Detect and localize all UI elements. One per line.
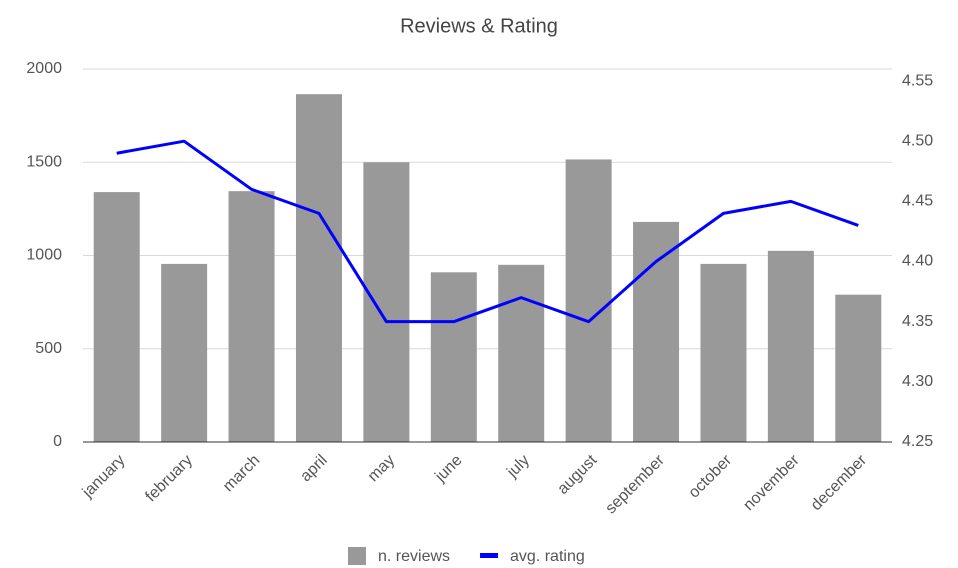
- y-tick-label: 0: [53, 433, 62, 450]
- x-tick-label: march: [220, 452, 263, 495]
- bar: [565, 159, 612, 442]
- y2-tick-label: 4.30: [902, 373, 933, 390]
- legend-label: avg. rating: [510, 548, 585, 565]
- bar: [633, 221, 680, 442]
- legend-swatch: [348, 547, 366, 565]
- bar: [93, 192, 140, 442]
- x-tick-label: november: [740, 451, 803, 514]
- line: [116, 139, 859, 324]
- chart-title: Reviews & Rating: [400, 15, 558, 37]
- y2-tick-label: 4.50: [902, 132, 933, 149]
- y-tick-label: 1500: [26, 153, 62, 170]
- bar: [363, 162, 410, 442]
- y2-tick-label: 4.45: [902, 193, 933, 210]
- bar: [295, 94, 342, 443]
- y2-tick-label: 4.35: [902, 313, 933, 330]
- bar: [700, 263, 747, 442]
- bar: [767, 250, 814, 442]
- legend-swatch: [480, 553, 499, 558]
- bar: [161, 263, 208, 442]
- y2-tick-label: 4.40: [902, 253, 933, 270]
- x-tick-label: april: [297, 452, 330, 485]
- x-tick-label: december: [808, 451, 871, 514]
- y-tick-label: 1000: [26, 247, 62, 264]
- x-tick-label: january: [79, 452, 129, 502]
- x-tick-label: october: [686, 451, 736, 501]
- x-tick-label: february: [142, 452, 196, 506]
- bar: [498, 264, 545, 442]
- bar: [228, 191, 275, 442]
- x-tick-label: august: [554, 451, 600, 497]
- legend-label: n. reviews: [378, 548, 450, 565]
- bar: [430, 272, 477, 442]
- x-tick-label: may: [365, 452, 398, 485]
- y-tick-label: 500: [35, 340, 62, 357]
- x-tick-label: september: [602, 451, 668, 517]
- bar: [835, 294, 882, 442]
- y2-tick-label: 4.25: [902, 433, 933, 450]
- x-tick-label: june: [431, 452, 465, 486]
- x-tick-label: july: [503, 452, 533, 482]
- y-tick-label: 2000: [26, 60, 62, 77]
- y2-tick-label: 4.55: [902, 72, 933, 89]
